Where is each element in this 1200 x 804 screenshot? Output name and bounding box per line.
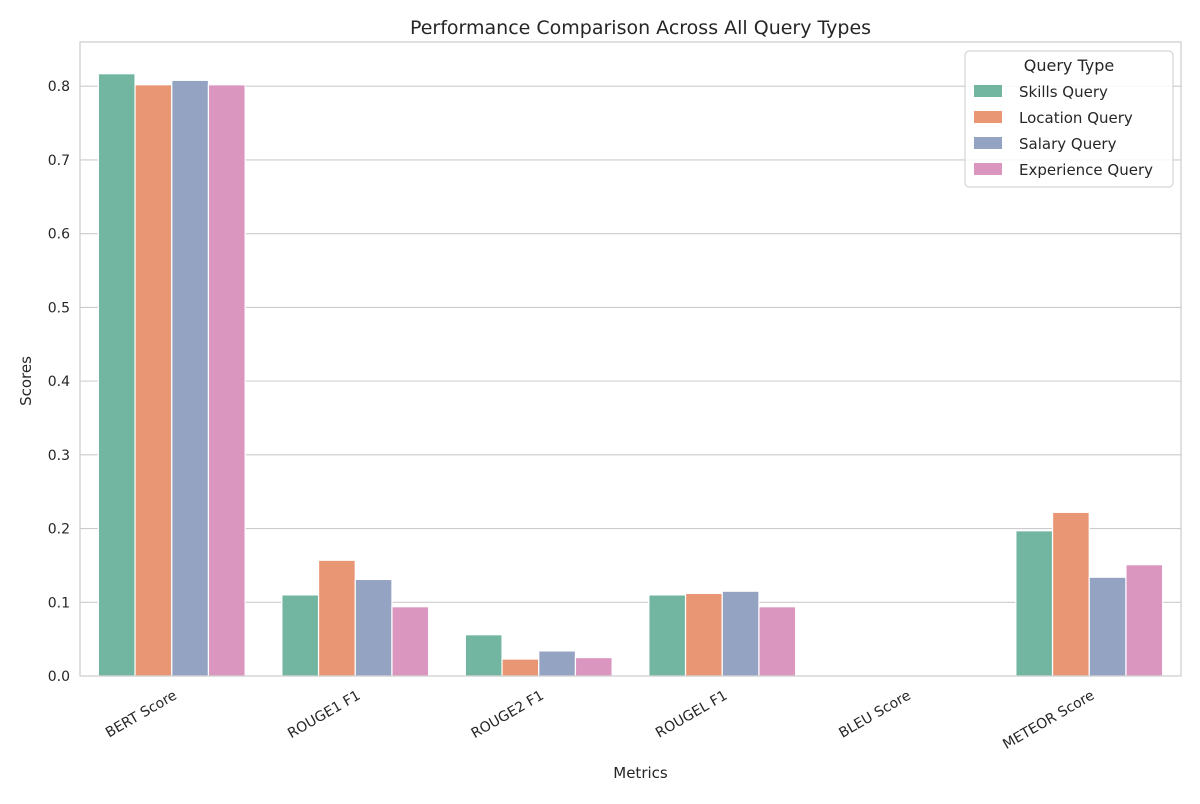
bar-salary-query bbox=[538, 650, 577, 677]
y-tick-label: 0.0 bbox=[48, 669, 70, 685]
y-tick-label: 0.1 bbox=[48, 595, 70, 611]
y-axis-label: Scores bbox=[17, 356, 35, 406]
bar-skills-query bbox=[648, 594, 687, 677]
bar-salary-query bbox=[721, 590, 760, 677]
bar-salary-query bbox=[354, 578, 393, 677]
bar-skills-query bbox=[1015, 530, 1054, 677]
y-tick-label: 0.5 bbox=[48, 300, 70, 316]
bar-location-query bbox=[501, 658, 540, 677]
y-tick-label: 0.8 bbox=[48, 79, 70, 95]
bar-experience-query bbox=[1125, 564, 1164, 677]
bar-salary-query bbox=[171, 79, 210, 677]
legend-label: Location Query bbox=[1019, 109, 1133, 127]
legend-label: Salary Query bbox=[1019, 135, 1117, 153]
y-tick-label: 0.2 bbox=[48, 522, 70, 538]
bar-location-query bbox=[1051, 511, 1090, 677]
y-tick-label: 0.6 bbox=[48, 227, 70, 243]
y-tick-label: 0.4 bbox=[48, 374, 70, 390]
legend-label: Skills Query bbox=[1019, 83, 1108, 101]
bar-location-query bbox=[684, 592, 723, 677]
legend-swatch bbox=[974, 111, 1002, 123]
legend-swatch bbox=[974, 137, 1002, 149]
bar-experience-query bbox=[574, 656, 613, 677]
legend-swatch bbox=[974, 163, 1002, 175]
bar-experience-query bbox=[207, 84, 246, 677]
bar-experience-query bbox=[758, 606, 797, 677]
x-axis-label: Metrics bbox=[613, 764, 668, 782]
legend-swatch bbox=[974, 85, 1002, 97]
y-tick-label: 0.3 bbox=[48, 448, 70, 464]
bar-location-query bbox=[134, 84, 173, 677]
bar-salary-query bbox=[1088, 576, 1127, 677]
bar-skills-query bbox=[97, 73, 136, 677]
plot-frame bbox=[79, 41, 1182, 677]
legend-label: Experience Query bbox=[1019, 161, 1153, 179]
chart-title: Performance Comparison Across All Query … bbox=[410, 17, 871, 39]
y-tick-label: 0.7 bbox=[48, 153, 70, 169]
bar-skills-query bbox=[464, 634, 503, 677]
legend-title: Query Type bbox=[1024, 56, 1114, 75]
bar-location-query bbox=[317, 559, 356, 677]
bar-experience-query bbox=[391, 606, 430, 677]
bar-skills-query bbox=[281, 594, 320, 677]
legend: Query Type Skills Query Location Query Sala… bbox=[964, 50, 1174, 188]
legend-box bbox=[964, 50, 1174, 188]
